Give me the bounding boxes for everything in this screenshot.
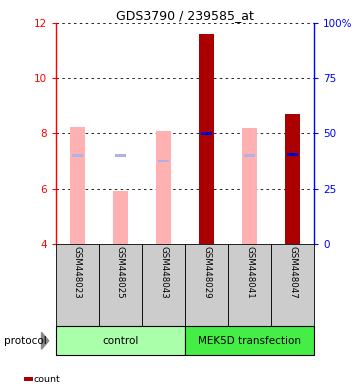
Bar [56, 326, 185, 355]
Bar [285, 114, 300, 244]
Text: protocol: protocol [4, 336, 46, 346]
Text: GSM448043: GSM448043 [159, 246, 168, 299]
Text: GSM448041: GSM448041 [245, 246, 254, 299]
Text: GSM448029: GSM448029 [202, 246, 211, 299]
Text: control: control [102, 336, 139, 346]
Text: MEK5D transfection: MEK5D transfection [198, 336, 301, 346]
Bar [115, 154, 126, 157]
Bar [142, 244, 184, 326]
Text: count: count [34, 374, 60, 384]
Bar [56, 244, 99, 326]
Bar [158, 160, 169, 162]
Text: GSM448047: GSM448047 [288, 246, 297, 299]
Title: GDS3790 / 239585_at: GDS3790 / 239585_at [116, 9, 254, 22]
Bar [228, 244, 271, 326]
Bar [99, 244, 142, 326]
Bar [25, 377, 32, 381]
Bar [287, 153, 298, 156]
Text: GSM448023: GSM448023 [73, 246, 82, 299]
Bar [271, 244, 314, 326]
Bar [201, 132, 212, 135]
Polygon shape [42, 333, 49, 349]
Bar [185, 326, 314, 355]
Bar [242, 128, 257, 244]
Bar [72, 154, 83, 157]
Text: GSM448025: GSM448025 [116, 246, 125, 299]
Bar [244, 154, 255, 157]
Bar [199, 34, 214, 244]
Bar [185, 244, 227, 326]
Bar [70, 127, 85, 244]
Bar [113, 191, 128, 244]
Bar [156, 131, 171, 244]
